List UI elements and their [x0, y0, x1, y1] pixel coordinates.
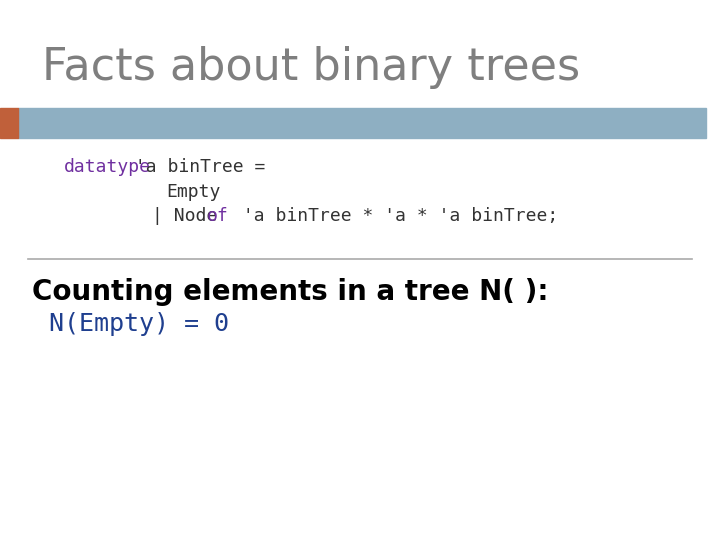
Text: datatype: datatype — [63, 158, 150, 177]
Text: Empty: Empty — [166, 183, 220, 201]
Text: of: of — [206, 207, 228, 225]
Bar — [0, 108, 18, 138]
Text: N(Empty) = 0: N(Empty) = 0 — [50, 312, 230, 336]
Text: 'a binTree =: 'a binTree = — [124, 158, 265, 177]
Text: | Node: | Node — [152, 207, 228, 225]
Text: 'a binTree * 'a * 'a binTree;: 'a binTree * 'a * 'a binTree; — [232, 207, 558, 225]
Text: Facts about binary trees: Facts about binary trees — [42, 46, 580, 89]
Bar — [18, 108, 706, 138]
Text: Counting elements in a tree N( ):: Counting elements in a tree N( ): — [32, 278, 549, 306]
